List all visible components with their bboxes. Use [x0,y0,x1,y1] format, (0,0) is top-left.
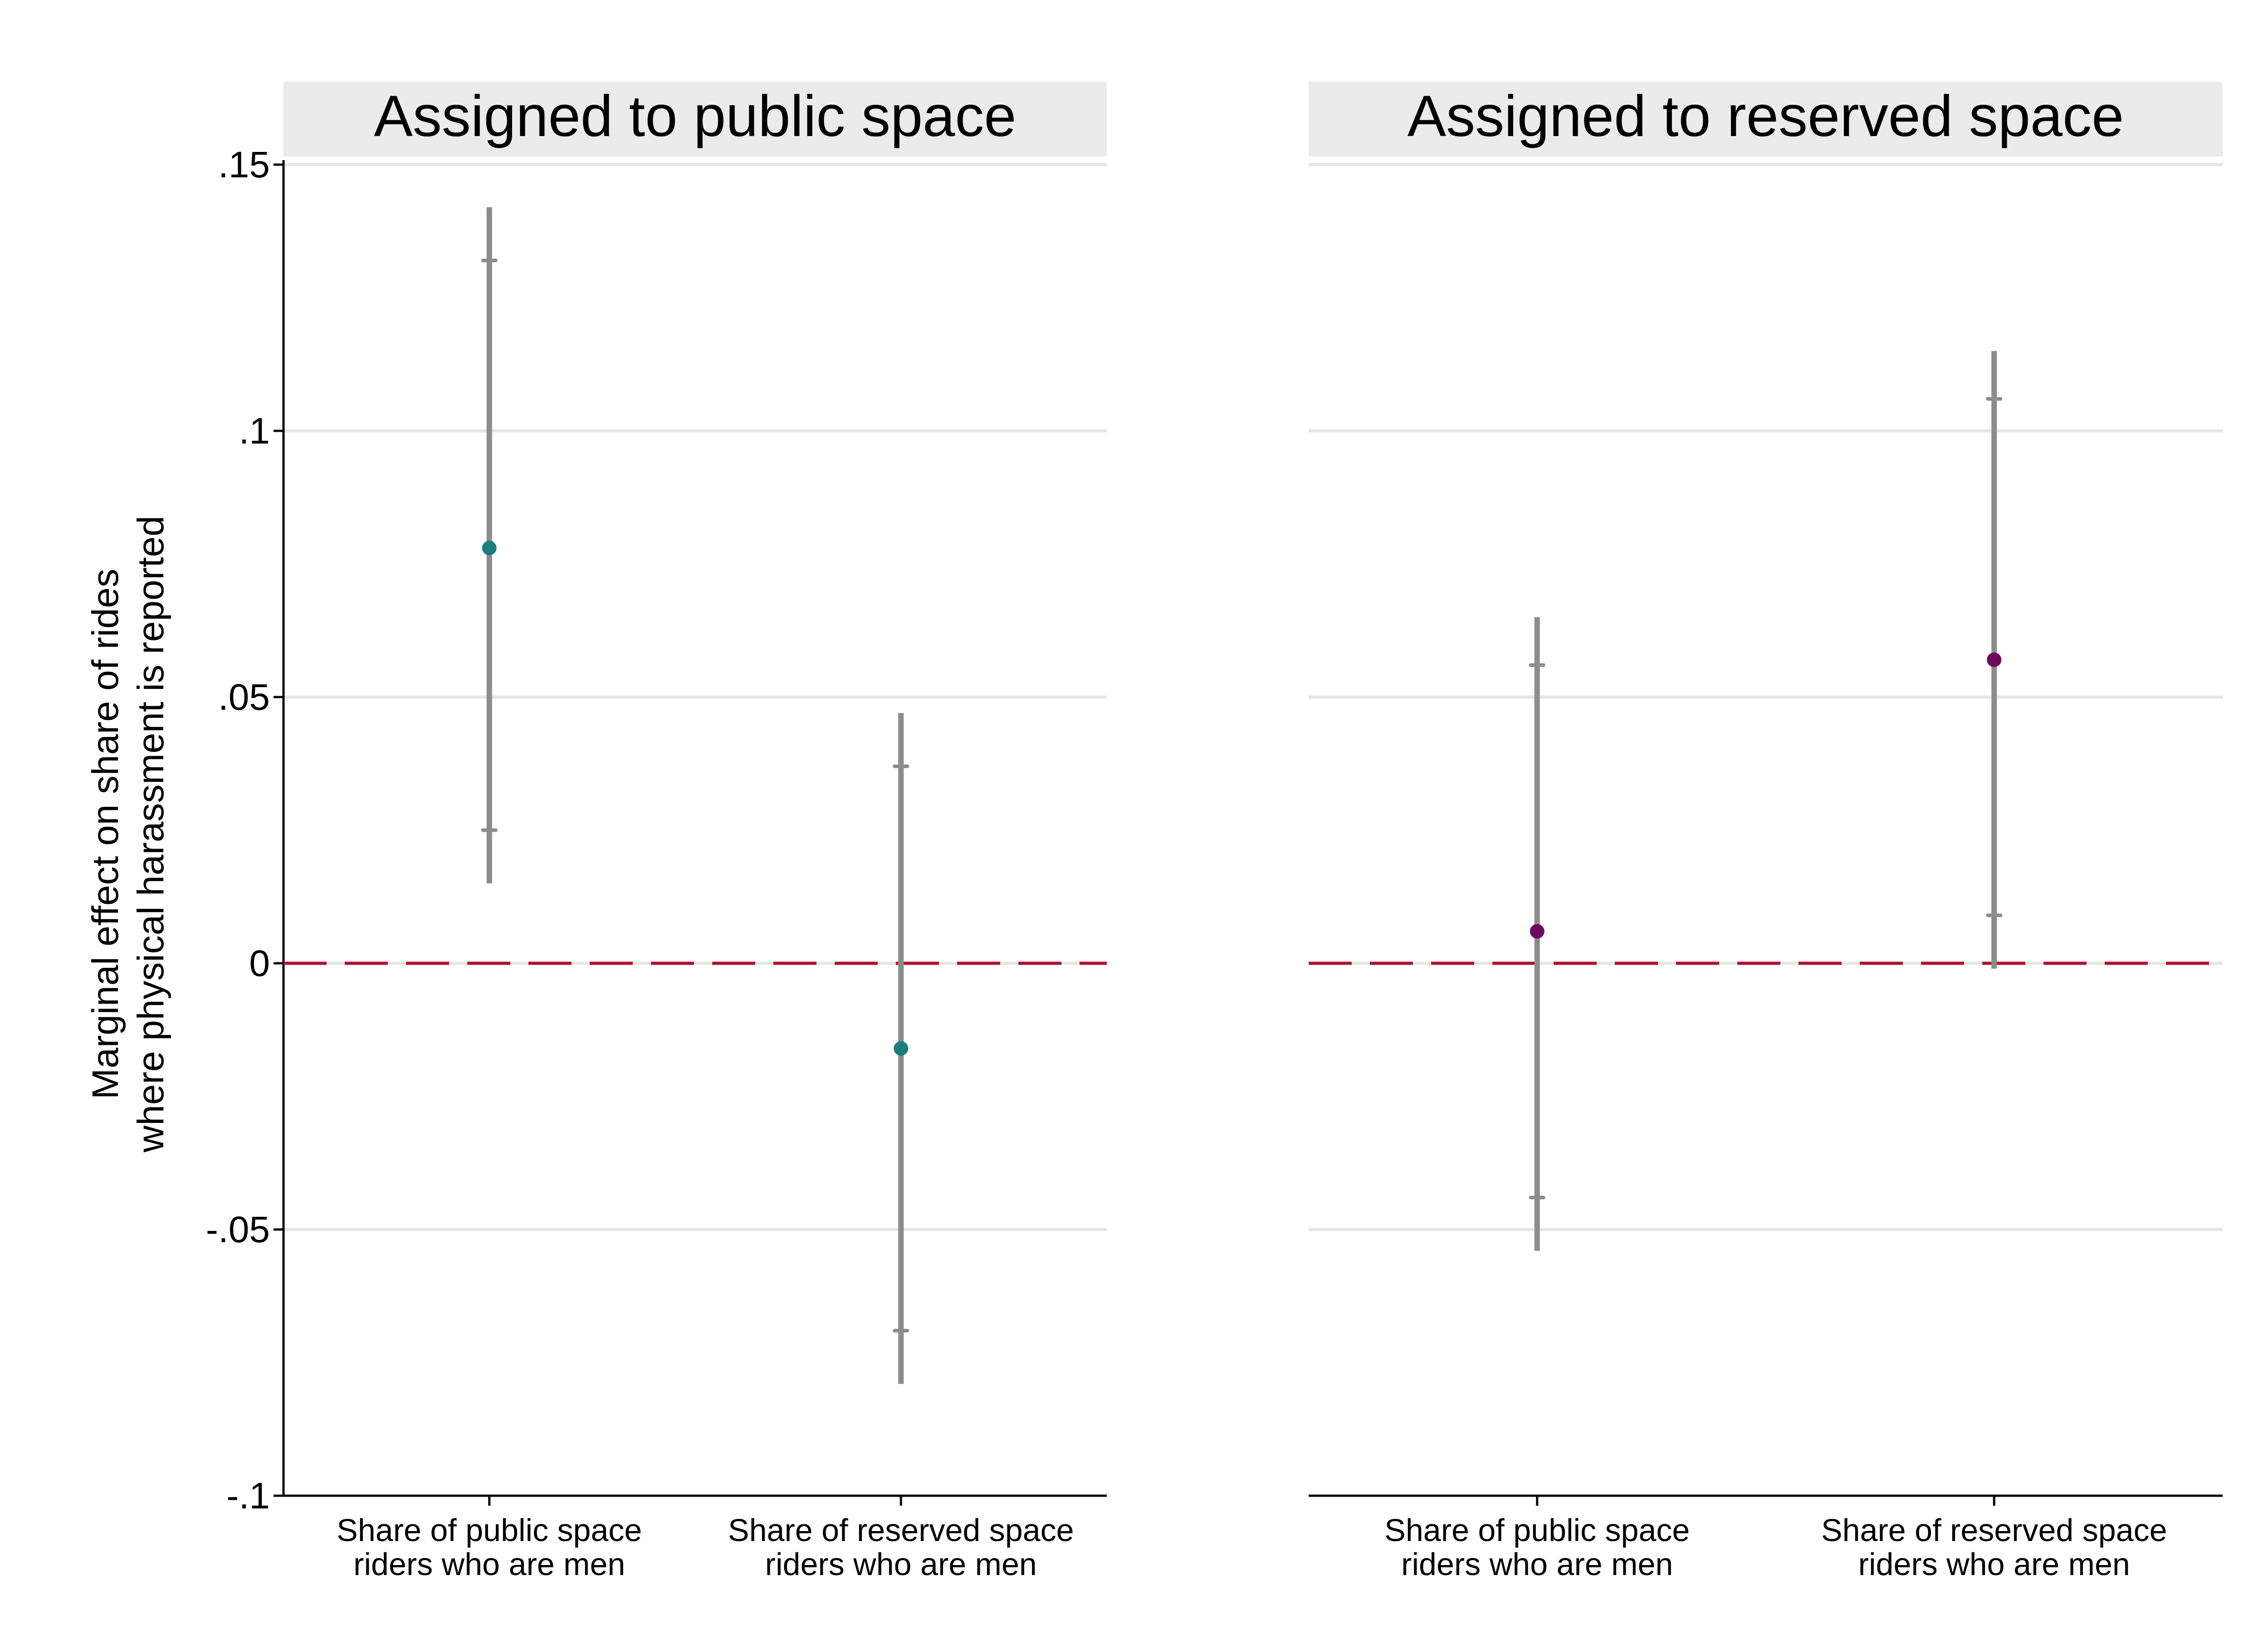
category-label-line-1: Share of public space [337,1512,642,1548]
category-label: Share of public space riders who are men [337,1512,642,1582]
y-tick-label: -.05 [206,1209,270,1250]
panel-title-strip [1309,82,2223,156]
y-tick-label: .15 [218,144,270,185]
y-axis-title-text-line-2: where physical harassment is reported [130,516,171,1153]
category-label: Share of reserved space riders who are me… [1821,1512,2167,1582]
category-label-line-2: riders who are men [1401,1547,1673,1582]
category-label-line-1: Share of reserved space [728,1512,1074,1548]
category-label-line-1: Share of public space [1384,1512,1690,1548]
point-estimate [1530,924,1545,939]
category-label: Share of reserved space riders who are me… [728,1512,1074,1582]
category-label-line-2: riders who are men [765,1547,1037,1582]
panel-2: Assigned to reserved space Share of publi… [1309,82,2223,1582]
panels-layer: Assigned to public space Share of public … [282,82,2223,1582]
y-tick-label: 0 [249,943,270,984]
y-tick-label: -.1 [226,1475,270,1517]
category-label-line-2: riders who are men [353,1547,625,1582]
y-axis-title-text: Marginal effect on share of rides where p… [85,516,171,1153]
category-label-line-2: riders who are men [1858,1547,2130,1582]
panel-title: Assigned to public space [374,84,1017,149]
panel-title: Assigned to reserved space [1408,84,2124,149]
y-axis: .15 .1 .05 0 -.05 -.1 Marginal effect on share… [85,144,284,1517]
panel-1: Assigned to public space Share of public … [282,82,1107,1582]
y-axis-title-text-line-1: Marginal effect on share of rides [85,569,126,1099]
y-tick-label: .1 [239,410,270,452]
y-axis-title: Marginal effect on share of rides where p… [85,516,171,1153]
point-estimate [1987,652,2002,667]
point-estimate [894,1041,909,1056]
category-label-line-1: Share of reserved space [1821,1512,2167,1548]
point-estimate [482,541,497,556]
category-label: Share of public space riders who are men [1384,1512,1690,1582]
y-tick-label: .05 [218,677,270,718]
panel-title-strip [284,82,1107,156]
